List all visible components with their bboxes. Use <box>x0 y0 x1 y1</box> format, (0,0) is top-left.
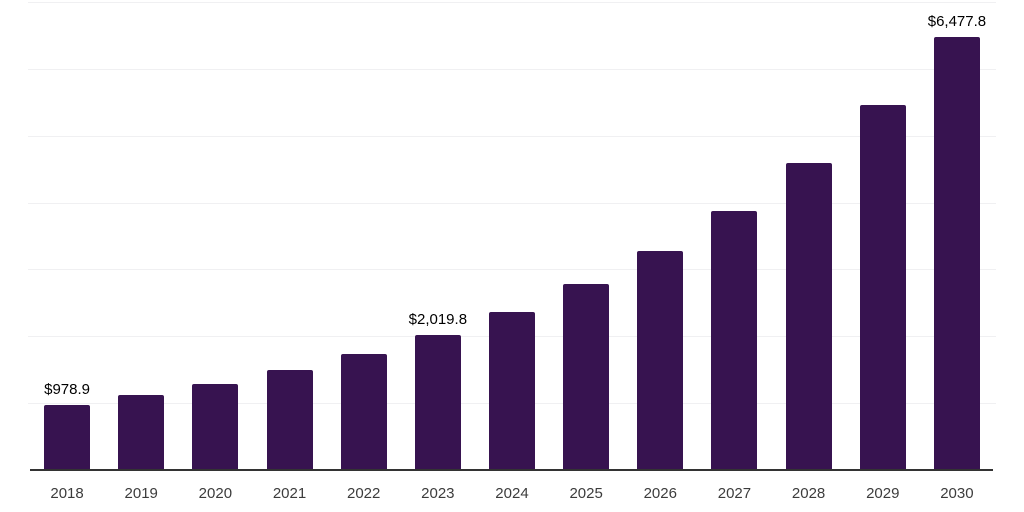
x-tick-label-2021: 2021 <box>272 485 307 502</box>
gridline <box>28 136 996 137</box>
bar-value-label-2023: $2,019.8 <box>408 310 468 328</box>
x-tick-label-2029: 2029 <box>866 485 900 502</box>
x-tick-label-2025: 2025 <box>569 485 603 502</box>
x-tick-label-2022: 2022 <box>346 485 381 502</box>
bar-2019 <box>118 395 165 470</box>
gridline <box>28 203 996 204</box>
bar-2023 <box>414 334 461 470</box>
bar-2028 <box>785 163 832 470</box>
bar-2030 <box>933 36 980 470</box>
bar-value-label-2018: $978.9 <box>44 380 91 398</box>
x-axis-line <box>30 469 993 471</box>
bar-2020 <box>192 383 239 470</box>
x-tick-label-2030: 2030 <box>940 485 974 502</box>
gridline <box>28 69 996 70</box>
gridline <box>28 269 996 270</box>
bar-2026 <box>637 251 684 470</box>
x-tick-label-2020: 2020 <box>198 485 233 502</box>
bar-2022 <box>340 353 387 470</box>
gridline <box>28 2 996 3</box>
bar-2021 <box>266 370 313 470</box>
x-tick-label-2026: 2026 <box>643 485 677 502</box>
bar-2024 <box>489 312 535 470</box>
bar-value-label-2030: $6,477.8 <box>927 12 987 30</box>
bar-2027 <box>711 210 758 470</box>
bar-2025 <box>563 284 610 470</box>
x-tick-label-2028: 2028 <box>791 485 826 502</box>
x-tick-label-2027: 2027 <box>717 485 752 502</box>
x-tick-label-2019: 2019 <box>124 485 158 502</box>
x-tick-label-2023: 2023 <box>421 485 455 502</box>
bar-2018 <box>44 404 91 470</box>
x-tick-label-2024: 2024 <box>495 485 529 502</box>
bar-2029 <box>859 104 906 470</box>
x-tick-label-2018: 2018 <box>50 485 84 502</box>
